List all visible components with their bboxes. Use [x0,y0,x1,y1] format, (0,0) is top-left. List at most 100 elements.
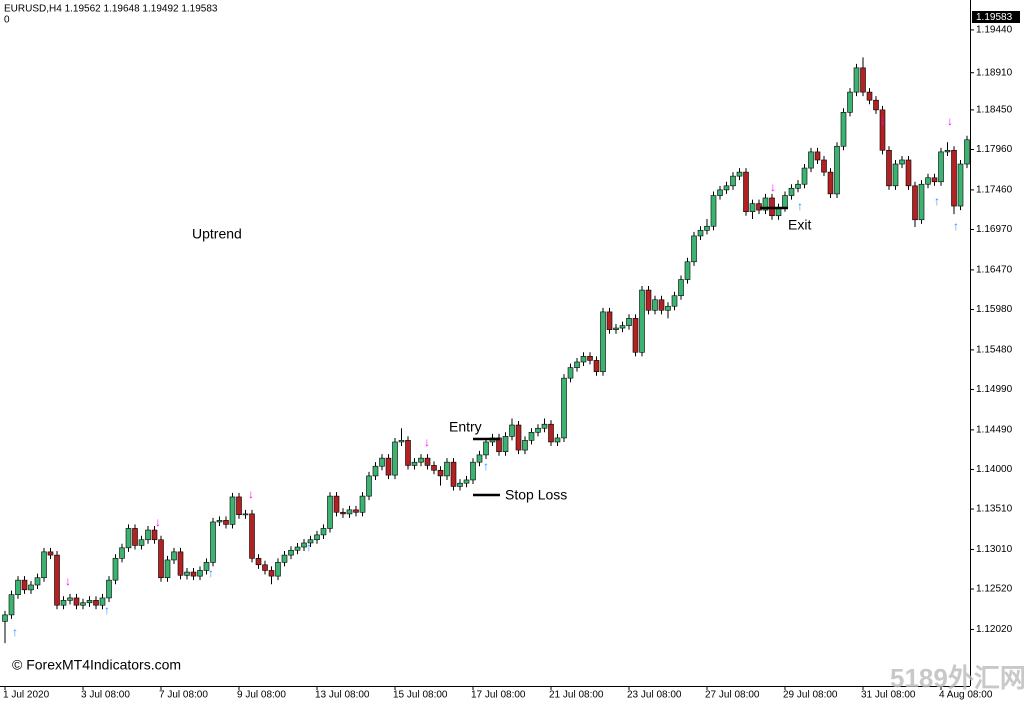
axes: 1.19440 1.18910 1.18450 1.17960 1.17460 1.169… [3,25,1013,701]
candle-body [626,318,632,326]
candle-body [509,424,515,437]
candle-body [203,562,210,571]
y-tick-label: 1.19440 [976,25,1013,36]
y-tick-label: 1.18910 [976,67,1013,78]
candle-body [645,289,652,311]
price-label: 1.19583 [976,12,1013,23]
entry-label: Entry [449,419,482,435]
candle-body [463,479,470,484]
candle-body [951,149,957,207]
candle-body [8,594,15,616]
candle-body [899,159,905,165]
x-tick-label: 15 Jul 08:00 [393,690,448,701]
candle-body [710,195,717,227]
x-tick-label: 21 Jul 08:00 [549,690,604,701]
y-tick-label: 1.17960 [976,144,1013,155]
candle-body [684,261,691,280]
candle-body [327,495,333,529]
candle-body [691,235,697,263]
candle-body [782,195,788,208]
candle-body [2,614,8,622]
candle-body [21,579,28,591]
candle-body [905,159,912,187]
buy-arrow: ↑ [306,540,312,554]
candle-body [944,149,951,153]
candle-body [535,427,541,433]
candle-body [515,424,522,451]
candle-body [392,441,398,476]
candle-body [964,139,970,165]
x-tick-label: 23 Jul 08:00 [627,690,682,701]
candle-body [567,367,574,379]
y-tick-label: 1.15980 [976,304,1013,315]
y-tick-label: 1.13010 [976,544,1013,555]
candle-body [847,91,853,113]
candle-body [99,597,106,606]
candle-body [294,546,301,551]
candle-body [671,295,678,307]
watermark: 5189外汇网 [890,663,1024,693]
candle-body [658,299,665,311]
candle-body [717,189,723,196]
candle-body [275,562,281,577]
x-tick-label: 29 Jul 08:00 [783,690,838,701]
candle-body [73,597,80,606]
buy-arrow: ↑ [104,603,110,617]
candle-body [158,539,164,579]
y-tick-label: 1.14000 [976,464,1013,475]
candle-body [15,579,21,595]
candle-body [151,529,158,541]
candle-body [587,356,593,361]
candle-body [314,534,320,541]
candle-body [359,495,366,513]
candle-body [379,457,385,467]
candle-body [840,112,847,147]
candle-body [723,185,730,191]
candle-body [424,457,431,466]
candle-body [554,437,561,443]
candle-body [632,318,639,353]
price-label-box [972,11,1020,23]
candle-body [145,529,151,541]
candle-body [593,360,600,372]
indicator-header: 0 [4,15,10,26]
x-tick-label: 31 Jul 08:00 [861,690,916,701]
candle-body [262,564,268,571]
candle-body [34,577,41,586]
candle-body [28,584,34,591]
candle-body [255,558,262,566]
x-tick-label: 27 Jul 08:00 [705,690,760,701]
candle-body [54,554,60,606]
candle-body [411,461,418,466]
candle-body [216,520,223,523]
candle-body [788,187,795,196]
trend-label: Uptrend [192,226,242,242]
candle-body [866,91,873,101]
y-tick-label: 1.18450 [976,105,1013,116]
candle-body [164,559,171,579]
buy-arrow: ↑ [797,199,803,213]
candle-body [528,431,535,441]
y-tick-label: 1.15480 [976,345,1013,356]
candle-body [236,496,242,516]
candle-body [548,423,554,443]
sell-arrow: ↓ [424,435,430,449]
sell-arrow: ↓ [155,515,161,529]
candle-body [938,151,944,183]
candle-body [814,151,821,161]
candle-body [652,299,658,311]
candle-body [353,509,359,513]
candle-body [853,67,860,93]
candle-body [931,177,938,183]
candle-body [268,570,275,577]
candle-body [288,549,294,556]
candle-body [580,356,587,363]
candle-body [470,461,476,481]
plot-area [2,57,970,644]
x-tick-label: 7 Jul 08:00 [159,690,208,701]
candle-body [619,325,626,329]
candle-body [80,602,86,606]
sell-arrow: ↓ [947,114,953,128]
candle-body [346,509,353,515]
